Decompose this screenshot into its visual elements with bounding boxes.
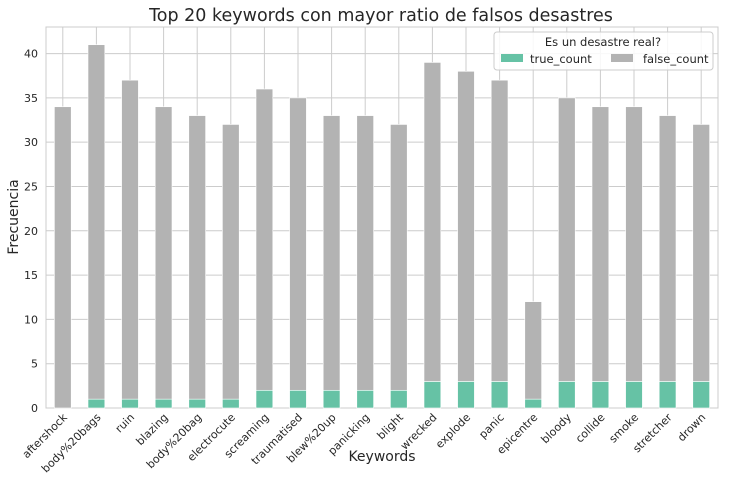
bar-false-count bbox=[490, 79, 509, 382]
bar-true-count bbox=[322, 389, 341, 409]
bar-true-count bbox=[87, 398, 106, 409]
bar-false-count bbox=[121, 79, 139, 400]
bar-true-count bbox=[490, 381, 509, 409]
y-tick-label: 40 bbox=[24, 48, 38, 61]
y-tick-label: 20 bbox=[24, 225, 38, 238]
bar-false-count bbox=[390, 124, 408, 391]
bar-true-count bbox=[658, 381, 677, 409]
bar-true-count bbox=[390, 389, 408, 409]
bar-true-count bbox=[591, 381, 610, 409]
bar-false-count bbox=[188, 115, 206, 400]
bar-true-count bbox=[289, 389, 307, 409]
bar-false-count bbox=[658, 115, 677, 382]
y-tick-label: 0 bbox=[31, 402, 38, 415]
bar-true-count bbox=[692, 381, 710, 409]
bar-false-count bbox=[356, 115, 374, 391]
legend-swatch-false-count bbox=[611, 54, 633, 62]
x-tick-label: explode bbox=[433, 411, 473, 451]
bar-true-count bbox=[188, 398, 206, 409]
x-tick-label: blight bbox=[375, 410, 407, 442]
y-tick-labels: 0 5 10 15 20 25 30 35 40 bbox=[24, 48, 38, 415]
bar-true-count bbox=[558, 381, 576, 409]
bar-true-count bbox=[625, 381, 643, 409]
x-axis-label: Keywords bbox=[348, 449, 415, 465]
chart-title: Top 20 keywords con mayor ratio de falso… bbox=[148, 6, 613, 26]
bar-true-count bbox=[524, 398, 542, 409]
bars bbox=[54, 44, 710, 409]
legend: Es un desastre real? true_count false_co… bbox=[493, 31, 714, 71]
legend-box bbox=[493, 31, 714, 71]
bar-false-count bbox=[222, 124, 240, 400]
x-tick-label: bloody bbox=[539, 411, 575, 447]
bar-true-count bbox=[457, 381, 475, 409]
bar-true-count bbox=[222, 398, 240, 409]
bar-true-count bbox=[121, 398, 139, 409]
bar-false-count bbox=[154, 106, 173, 400]
bar-true-count bbox=[154, 398, 173, 409]
bar-false-count bbox=[54, 106, 72, 409]
y-axis-label: Frecuencia bbox=[6, 179, 22, 254]
x-tick-label: body%20bags bbox=[39, 411, 104, 476]
bar-false-count bbox=[87, 44, 106, 400]
bar-false-count bbox=[255, 88, 274, 391]
bar-false-count bbox=[289, 97, 307, 391]
bar-true-count bbox=[255, 389, 274, 409]
bar-false-count bbox=[591, 106, 610, 382]
bar-false-count bbox=[524, 301, 542, 400]
x-tick-label: drown bbox=[675, 411, 708, 444]
y-tick-label: 5 bbox=[31, 358, 38, 371]
y-tick-label: 30 bbox=[24, 136, 38, 149]
y-tick-label: 15 bbox=[24, 269, 38, 282]
x-tick-label: wrecked bbox=[398, 411, 440, 453]
x-tick-label: ruin bbox=[113, 411, 137, 435]
plot-area bbox=[45, 26, 719, 409]
y-tick-label: 10 bbox=[24, 313, 38, 326]
bar-false-count bbox=[457, 71, 475, 382]
x-tick-label: panic bbox=[476, 411, 506, 441]
x-tick-label: collide bbox=[573, 411, 608, 446]
y-tick-label: 25 bbox=[24, 180, 38, 193]
legend-title: Es un desastre real? bbox=[545, 35, 661, 49]
legend-label-false-count: false_count bbox=[643, 52, 709, 66]
bar-false-count bbox=[625, 106, 643, 382]
bar-false-count bbox=[558, 97, 576, 382]
bar-false-count bbox=[692, 124, 710, 382]
bar-false-count bbox=[322, 115, 341, 391]
bar-true-count bbox=[423, 381, 442, 409]
bar-false-count bbox=[423, 62, 442, 382]
bar-true-count bbox=[356, 389, 374, 409]
y-tick-label: 35 bbox=[24, 92, 38, 105]
legend-label-true-count: true_count bbox=[530, 52, 592, 66]
legend-swatch-true-count bbox=[501, 54, 523, 62]
